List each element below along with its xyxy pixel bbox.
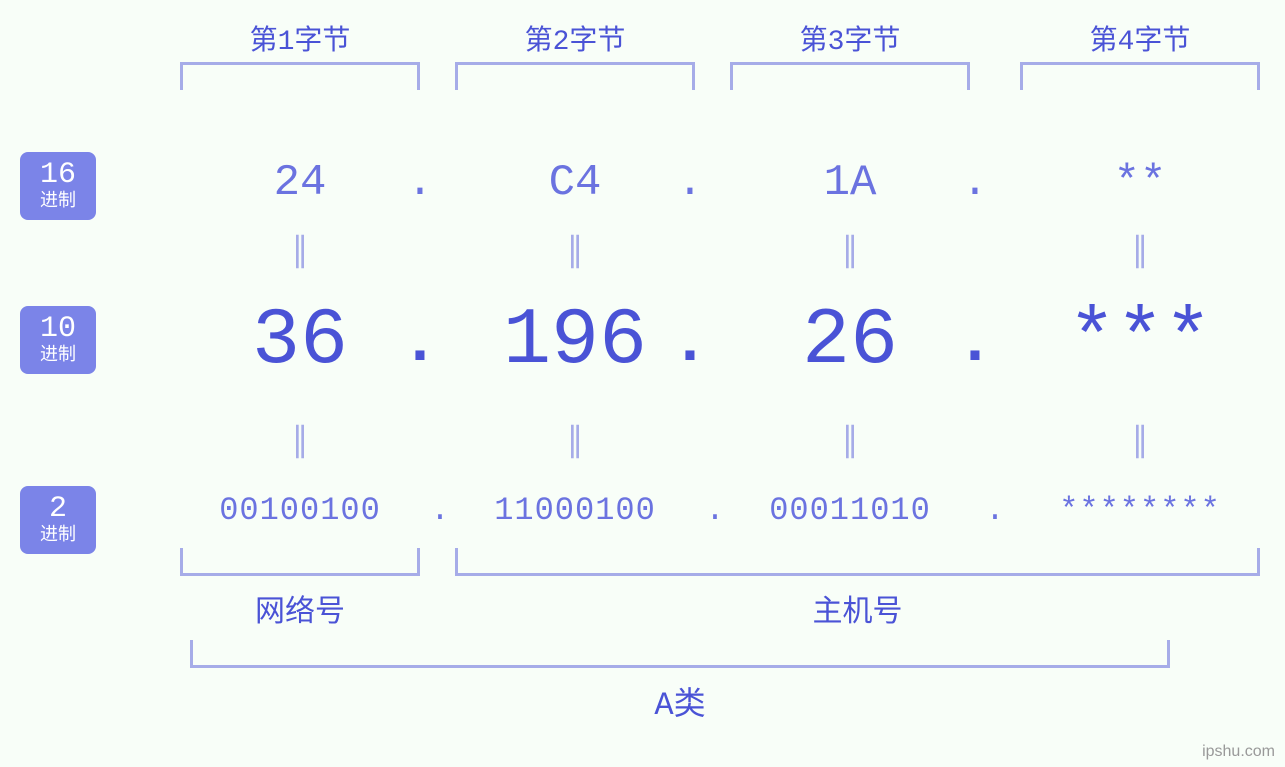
dec-dot-2: . (670, 308, 710, 380)
eq-dec-bin-3: ∥ (725, 420, 975, 462)
eq-dec-bin-1: ∥ (175, 420, 425, 462)
network-bracket (180, 548, 420, 576)
byte-label-1: 第1字节 (175, 18, 425, 58)
top-bracket-3 (730, 62, 970, 90)
badge-dec-number: 10 (20, 314, 96, 344)
bin-byte-4: ******** (1015, 492, 1265, 529)
byte-label-2: 第2字节 (450, 18, 700, 58)
badge-hex-number: 16 (20, 160, 96, 190)
badge-bin-label: 进制 (20, 526, 96, 548)
eq-dec-bin-2: ∥ (450, 420, 700, 462)
top-bracket-2 (455, 62, 695, 90)
bin-dot-3: . (980, 492, 1010, 529)
top-bracket-1 (180, 62, 420, 90)
badge-hex-label: 进制 (20, 192, 96, 214)
hex-dot-2: . (675, 158, 705, 208)
badge-bin-number: 2 (20, 494, 96, 524)
dec-dot-1: . (400, 308, 440, 380)
hex-byte-2: C4 (450, 158, 700, 208)
eq-hex-dec-2: ∥ (450, 230, 700, 272)
eq-hex-dec-3: ∥ (725, 230, 975, 272)
watermark: ipshu.com (1202, 743, 1275, 761)
class-label: A类 (190, 678, 1170, 724)
bin-byte-2: 11000100 (450, 492, 700, 529)
eq-hex-dec-4: ∥ (1015, 230, 1265, 272)
eq-dec-bin-4: ∥ (1015, 420, 1265, 462)
bin-byte-3: 00011010 (725, 492, 975, 529)
top-bracket-4 (1020, 62, 1260, 90)
hex-byte-3: 1A (725, 158, 975, 208)
dec-byte-2: 196 (450, 296, 700, 387)
badge-dec: 10 进制 (20, 306, 96, 374)
dec-byte-1: 36 (175, 296, 425, 387)
network-label: 网络号 (180, 586, 420, 631)
badge-hex: 16 进制 (20, 152, 96, 220)
eq-hex-dec-1: ∥ (175, 230, 425, 272)
hex-byte-4: ** (1015, 158, 1265, 208)
host-bracket (455, 548, 1260, 576)
hex-dot-1: . (405, 158, 435, 208)
bin-byte-1: 00100100 (175, 492, 425, 529)
badge-bin: 2 进制 (20, 486, 96, 554)
hex-byte-1: 24 (175, 158, 425, 208)
dec-byte-3: 26 (725, 296, 975, 387)
host-label: 主机号 (455, 586, 1260, 631)
badge-dec-label: 进制 (20, 346, 96, 368)
class-bracket (190, 640, 1170, 668)
dec-byte-4: *** (1015, 296, 1265, 387)
hex-dot-3: . (960, 158, 990, 208)
byte-label-3: 第3字节 (725, 18, 975, 58)
dec-dot-3: . (955, 308, 995, 380)
ip-diagram: 第1字节 第2字节 第3字节 第4字节 16 进制 10 进制 2 进制 24 … (0, 0, 1285, 767)
byte-label-4: 第4字节 (1015, 18, 1265, 58)
